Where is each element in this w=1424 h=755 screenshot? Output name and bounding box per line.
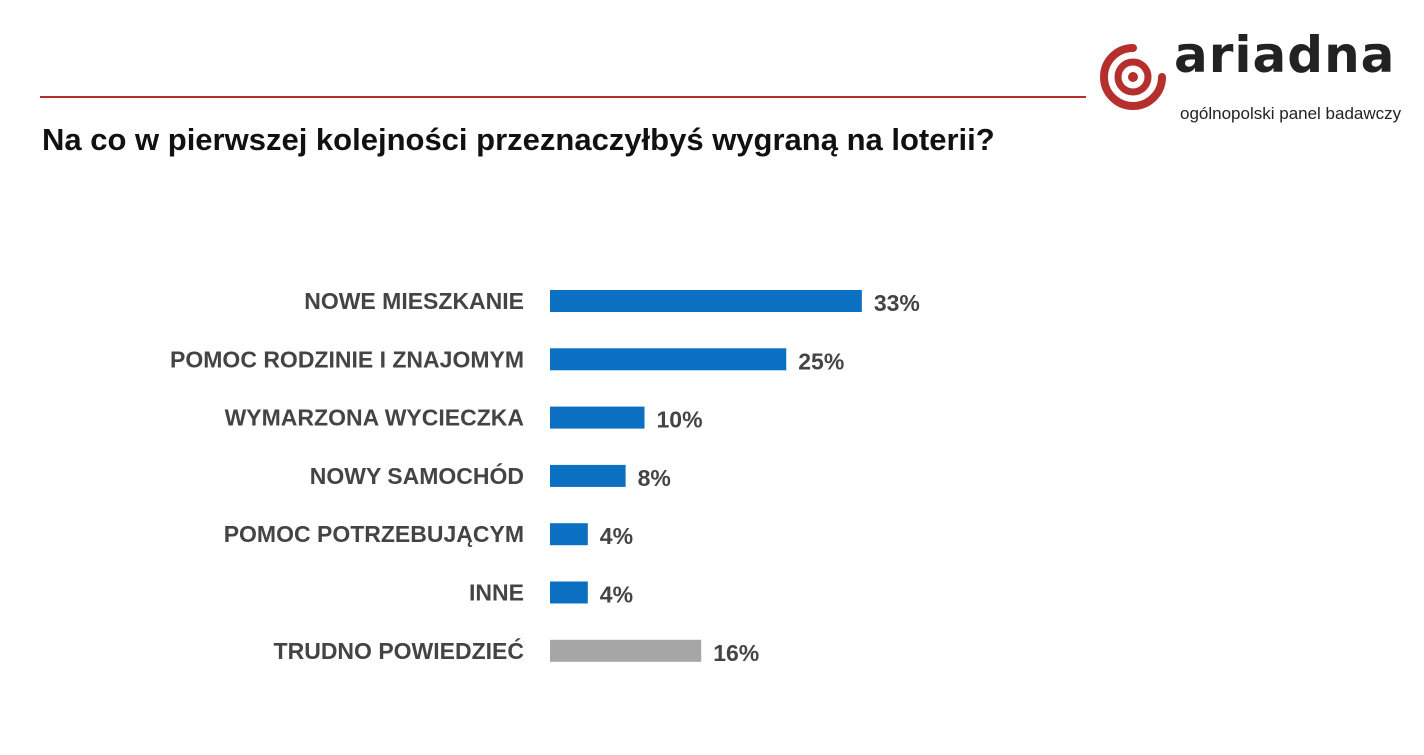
brand-tagline: ogólnopolski panel badawczy [1180,104,1402,123]
bar [550,348,787,371]
category-label: NOWE MIESZKANIE [304,288,524,314]
bar [550,290,862,312]
value-label: 4% [600,523,633,549]
ariadna-logo-icon [1100,44,1166,110]
bar [550,464,626,487]
category-label: INNE [469,580,524,606]
category-label: WYMARZONA WYCIECZKA [225,405,524,431]
value-label: 25% [798,348,844,374]
category-label: POMOC RODZINIE I ZNAJOMYM [170,346,524,372]
header-divider [40,96,1086,98]
value-label: 16% [713,640,759,666]
value-label: 4% [600,582,633,608]
chart-title: Na co w pierwszej kolejności przeznaczył… [42,122,995,157]
bar [550,581,588,604]
value-label: 33% [874,290,920,316]
bar [550,406,645,429]
category-label: TRUDNO POWIEDZIEĆ [274,637,524,664]
value-label: 10% [657,407,703,433]
bar [550,639,702,662]
category-label: NOWY SAMOCHÓD [310,462,524,489]
brand-wordmark: ariadna [1174,26,1396,84]
category-label: POMOC POTRZEBUJĄCYM [224,521,524,547]
brand-logo: ariadna ogólnopolski panel badawczy [1098,30,1418,126]
bar [550,523,588,546]
value-label: 8% [638,465,671,491]
